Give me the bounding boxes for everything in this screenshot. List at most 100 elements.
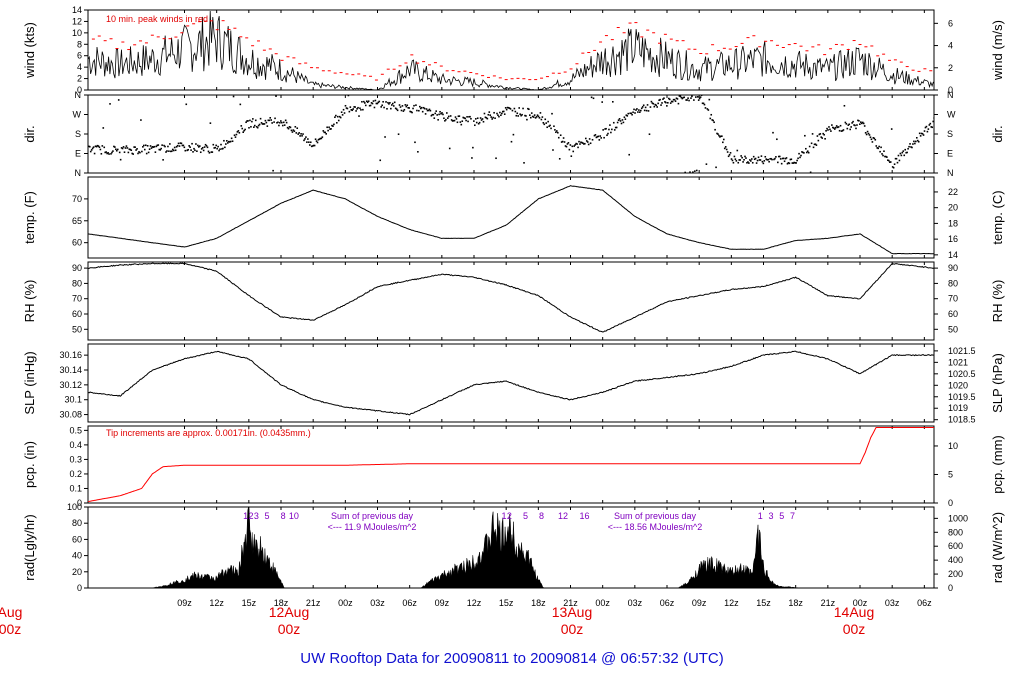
direction-point [332, 125, 334, 127]
rh-series-line [88, 262, 934, 333]
direction-point [444, 119, 446, 122]
direction-point [189, 146, 191, 148]
direction-point [782, 157, 785, 160]
y-axis-label-right: dir. [990, 125, 1005, 142]
x-tick-label: 21z [563, 598, 578, 608]
direction-point [639, 109, 642, 112]
wind-annotation: 10 min. peak winds in red [106, 14, 208, 24]
direction-point [460, 123, 463, 126]
direction-point [522, 107, 524, 110]
direction-point [325, 133, 327, 135]
direction-point [313, 144, 316, 147]
direction-point [291, 131, 294, 133]
direction-point [556, 130, 558, 132]
direction-point [616, 121, 619, 124]
direction-point [463, 117, 465, 119]
y-tick-label: 80 [72, 518, 82, 528]
direction-point [745, 157, 747, 159]
y-tick-label-right: 14 [948, 250, 958, 260]
direction-point [440, 112, 442, 115]
y-tick-label-right: 50 [948, 324, 958, 334]
direction-point [512, 133, 515, 136]
direction-point [775, 156, 777, 158]
direction-point [253, 124, 256, 127]
direction-point [252, 118, 254, 120]
direction-point [414, 141, 416, 144]
y-tick-label-right: N [947, 168, 954, 178]
direction-point [737, 161, 740, 164]
direction-point [905, 151, 907, 154]
direction-point [163, 144, 165, 147]
direction-point [904, 148, 907, 151]
direction-point [199, 151, 202, 154]
direction-point [664, 101, 666, 103]
direction-point [740, 155, 742, 157]
direction-point [336, 115, 339, 118]
direction-point [505, 108, 508, 111]
y-tick-label: 40 [72, 551, 82, 561]
direction-point [819, 133, 822, 135]
direction-point [628, 153, 631, 156]
day-sum-value: <--- 18.56 MJoules/m^2 [608, 522, 703, 532]
radiation-hour-label: 1 [758, 511, 763, 521]
direction-point [413, 104, 415, 107]
direction-point [367, 100, 370, 102]
direction-point [767, 158, 769, 161]
direction-point [142, 146, 144, 148]
direction-point [860, 121, 862, 123]
direction-point [734, 158, 737, 160]
direction-point [758, 159, 761, 161]
direction-point [841, 129, 844, 132]
direction-point [455, 118, 458, 120]
direction-point [611, 128, 613, 131]
direction-point [480, 119, 483, 121]
direction-point [764, 155, 767, 158]
direction-point [654, 103, 657, 106]
direction-point [890, 128, 893, 130]
y-tick-label: E [75, 149, 81, 159]
direction-point [245, 121, 247, 124]
direction-point [417, 151, 419, 153]
y-tick-label-right: 1018.5 [948, 415, 976, 425]
direction-point [836, 126, 839, 129]
y-tick-label: 100 [67, 502, 82, 512]
direction-point [412, 107, 414, 110]
direction-point [577, 146, 579, 149]
direction-point [831, 124, 833, 126]
direction-point [741, 156, 743, 159]
direction-point [900, 154, 903, 157]
y-tick-label: 2 [77, 74, 82, 84]
direction-point [603, 136, 605, 139]
direction-point [467, 120, 469, 123]
direction-point [246, 120, 248, 122]
direction-point [266, 125, 269, 127]
direction-point [676, 98, 679, 100]
direction-point [510, 140, 513, 143]
y-tick-label: 12 [72, 16, 82, 26]
direction-point [93, 152, 96, 155]
direction-point [733, 155, 736, 158]
direction-point [293, 130, 296, 132]
direction-point [115, 149, 118, 152]
x-tick-label: 18z [274, 598, 289, 608]
y-tick-label-right: 6 [948, 18, 953, 28]
direction-point [506, 106, 509, 109]
direction-point [97, 145, 100, 147]
direction-point [876, 147, 879, 149]
direction-point [529, 114, 531, 116]
direction-point [818, 133, 821, 136]
direction-point [320, 137, 323, 140]
direction-point [787, 161, 790, 164]
direction-point [501, 110, 504, 113]
y-tick-label: W [73, 110, 82, 120]
direction-point [98, 146, 101, 149]
direction-point [885, 155, 887, 158]
direction-point [915, 140, 917, 143]
direction-point [432, 113, 435, 116]
x-tick-label: 15z [499, 598, 514, 608]
direction-point [546, 126, 548, 129]
direction-point [597, 135, 600, 138]
y-axis-label-left: rad(Lgly/hr) [22, 514, 37, 580]
direction-point [614, 126, 617, 129]
